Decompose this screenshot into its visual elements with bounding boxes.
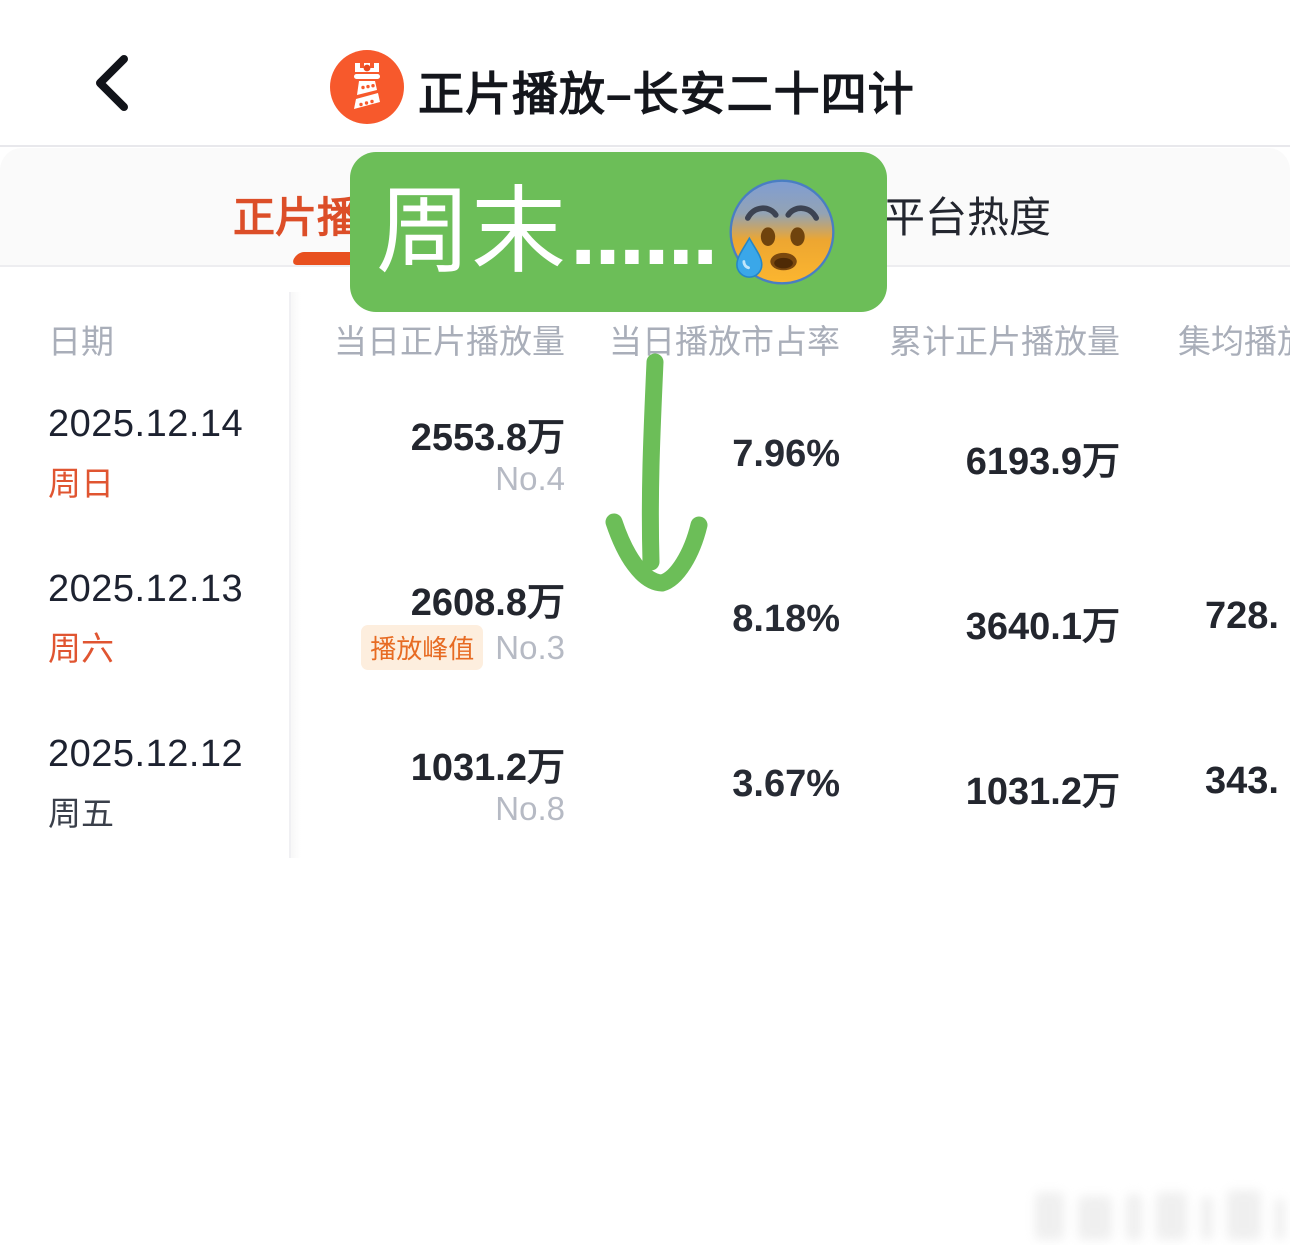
rank-label: No.4: [495, 460, 565, 497]
daily-play-value: 1031.2万: [410, 747, 565, 789]
row-weekday: 周六: [48, 630, 114, 667]
header-date: 日期: [48, 323, 114, 360]
rank-label: No.3: [495, 628, 565, 666]
per-episode-value: 728.: [1205, 595, 1279, 637]
daily-play-value: 2608.8万: [410, 582, 565, 624]
row-weekday: 周日: [48, 465, 114, 502]
header-per-episode-play: 集均播放量: [1178, 323, 1290, 360]
annotation-sticker: 周末 ......: [350, 152, 887, 312]
market-share-value: 7.96%: [732, 433, 840, 475]
anxious-face-with-sweat-emoji: [729, 179, 835, 285]
header-daily-play: 当日正片播放量: [334, 323, 565, 360]
fixed-column-separator: [289, 292, 291, 858]
annotation-text: 周末: [376, 178, 567, 285]
row-weekday: 周五: [48, 795, 114, 832]
table-row: 2025.12.12 周五 1031.2万 No.8 3.67% 1031.2万…: [0, 730, 1290, 895]
cumulative-play-value: 3640.1万: [965, 606, 1120, 648]
watermark: [1035, 1180, 1286, 1240]
header-market-share: 当日播放市占率: [609, 323, 840, 360]
table-row: 2025.12.13 周六 2608.8万 播放峰值 No.3 8.18% 36…: [0, 565, 1290, 730]
nav-divider: [0, 145, 1290, 147]
table-header-row: 日期 当日正片播放量 当日播放市占率 累计正片播放量 集均播放量: [0, 315, 1290, 360]
back-icon[interactable]: [88, 52, 138, 114]
row-date: 2025.12.14: [48, 403, 244, 445]
annotation-ellipsis: ......: [570, 178, 718, 285]
tab-platform-heat[interactable]: 平台热度: [883, 194, 1052, 241]
fixed-column-shadow: [291, 292, 301, 858]
peak-badge: 播放峰值: [361, 625, 484, 670]
market-share-value: 3.67%: [732, 763, 840, 805]
market-share-value: 8.18%: [732, 598, 840, 640]
cumulative-play-value: 6193.9万: [965, 441, 1120, 483]
daily-play-value: 2553.8万: [410, 417, 565, 459]
rank-label: No.8: [495, 790, 565, 827]
navbar: 正片播放–长安二十四计: [0, 0, 1290, 145]
cumulative-play-value: 1031.2万: [965, 771, 1120, 813]
row-date: 2025.12.12: [48, 733, 244, 775]
lighthouse-app-icon: [330, 50, 404, 124]
row-date: 2025.12.13: [48, 568, 244, 610]
down-arrow-annotation: [605, 353, 708, 592]
page-title: 正片播放–长安二十四计: [418, 68, 915, 120]
header-cumulative-play: 累计正片播放量: [889, 323, 1120, 360]
table-row: 2025.12.14 周日 2553.8万 No.4 7.96% 6193.9万: [0, 400, 1290, 565]
per-episode-value: 343.: [1205, 760, 1279, 802]
